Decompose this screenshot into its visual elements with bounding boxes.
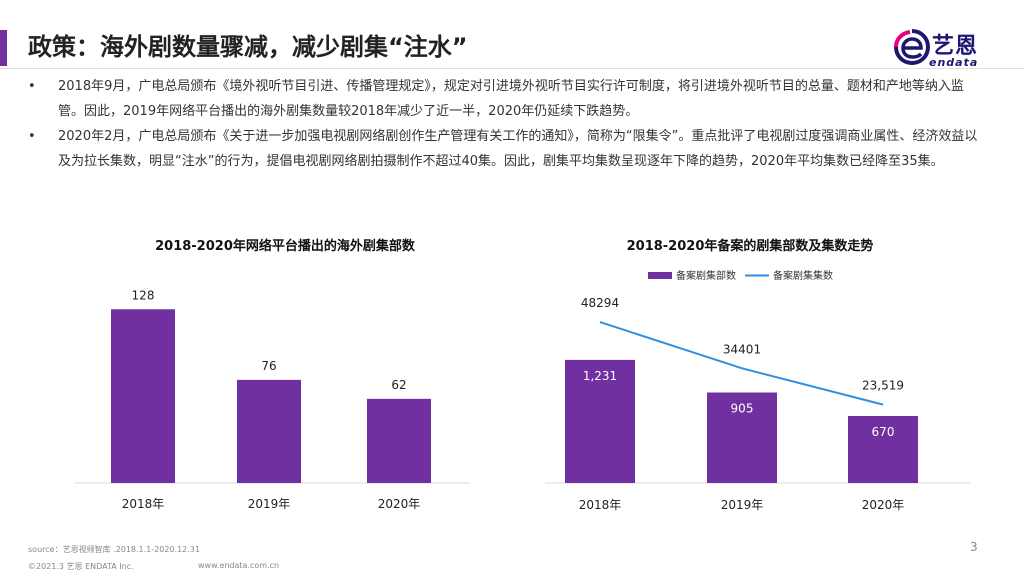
registered-drama-chart: 2018-2020年备案的剧集部数及集数走势 备案剧集部数 备案剧集集数 1,2… xyxy=(540,228,990,518)
data-label: 1,231 xyxy=(583,369,617,383)
endata-logo: 艺恩 endata xyxy=(893,26,993,76)
legend-label: 备案剧集部数 xyxy=(676,269,736,282)
data-label: 128 xyxy=(132,288,155,302)
footer-copyright: ©2021.3 艺恩 ENDATA Inc. xyxy=(28,562,134,571)
x-tick-label: 2020年 xyxy=(378,497,421,511)
registered-drama-chart-svg: 2018-2020年备案的剧集部数及集数走势 备案剧集部数 备案剧集集数 1,2… xyxy=(545,238,970,512)
overseas-drama-chart-svg: 2018-2020年网络平台播出的海外剧集部数 128 76 62 2018年 20… xyxy=(75,238,470,511)
line-data-label: 23,519 xyxy=(862,379,904,393)
footer-source: source：艺恩视频智库 .2018.1.1-2020.12.31 xyxy=(28,545,200,554)
chart-title: 2018-2020年网络平台播出的海外剧集部数 xyxy=(155,238,416,254)
legend-label: 备案剧集集数 xyxy=(773,269,833,282)
chart-title: 2018-2020年备案的剧集部数及集数走势 xyxy=(627,238,874,254)
logo-name-cn: 艺恩 xyxy=(932,34,979,59)
bullet-text: 2018年9月，广电总局颁布《境外视听节目引进、传播管理规定》，规定对引进境外视… xyxy=(58,79,964,119)
bullet-text: 2020年2月，广电总局颁布《关于进一步加强电视剧网络剧创作生产管理有关工作的通… xyxy=(58,129,978,169)
x-tick-label: 2018年 xyxy=(122,497,165,511)
logo-name-en: endata xyxy=(929,56,979,69)
data-label: 670 xyxy=(872,425,895,439)
x-tick-label: 2019年 xyxy=(248,497,291,511)
page-title: 政策：海外剧数量骤减，减少剧集“注水” xyxy=(28,33,468,61)
x-tick-label: 2020年 xyxy=(862,498,905,512)
series-line xyxy=(599,321,884,406)
bullet-marker: • xyxy=(28,129,36,144)
overseas-drama-chart: 2018-2020年网络平台播出的海外剧集部数 128 76 62 2018年 20… xyxy=(60,228,480,518)
bullet-marker: • xyxy=(28,79,36,94)
bar xyxy=(707,392,777,483)
footer-url: www.endata.com.cn xyxy=(198,561,280,570)
bullet-item: • 2018年9月，广电总局颁布《境外视听节目引进、传播管理规定》，规定对引进境… xyxy=(28,74,983,124)
bar xyxy=(367,398,431,483)
page-number: 3 xyxy=(970,540,978,554)
data-label: 905 xyxy=(731,402,754,416)
bullet-list: • 2018年9月，广电总局颁布《境外视听节目引进、传播管理规定》，规定对引进境… xyxy=(28,74,983,174)
bar xyxy=(848,416,918,483)
bullet-item: • 2020年2月，广电总局颁布《关于进一步加强电视剧网络剧创作生产管理有关工作… xyxy=(28,124,983,174)
legend-bar-swatch xyxy=(648,272,672,279)
x-tick-label: 2019年 xyxy=(721,498,764,512)
data-label: 76 xyxy=(261,359,276,373)
data-label: 62 xyxy=(391,378,406,392)
title-accent-bar xyxy=(0,30,7,66)
bar xyxy=(111,309,175,483)
bar xyxy=(565,359,635,483)
endata-logo-icon xyxy=(894,29,931,66)
bar xyxy=(237,379,301,483)
line-data-label: 48294 xyxy=(581,296,619,310)
x-tick-label: 2018年 xyxy=(579,498,622,512)
line-data-label: 34401 xyxy=(723,342,761,356)
title-divider xyxy=(0,68,1024,69)
